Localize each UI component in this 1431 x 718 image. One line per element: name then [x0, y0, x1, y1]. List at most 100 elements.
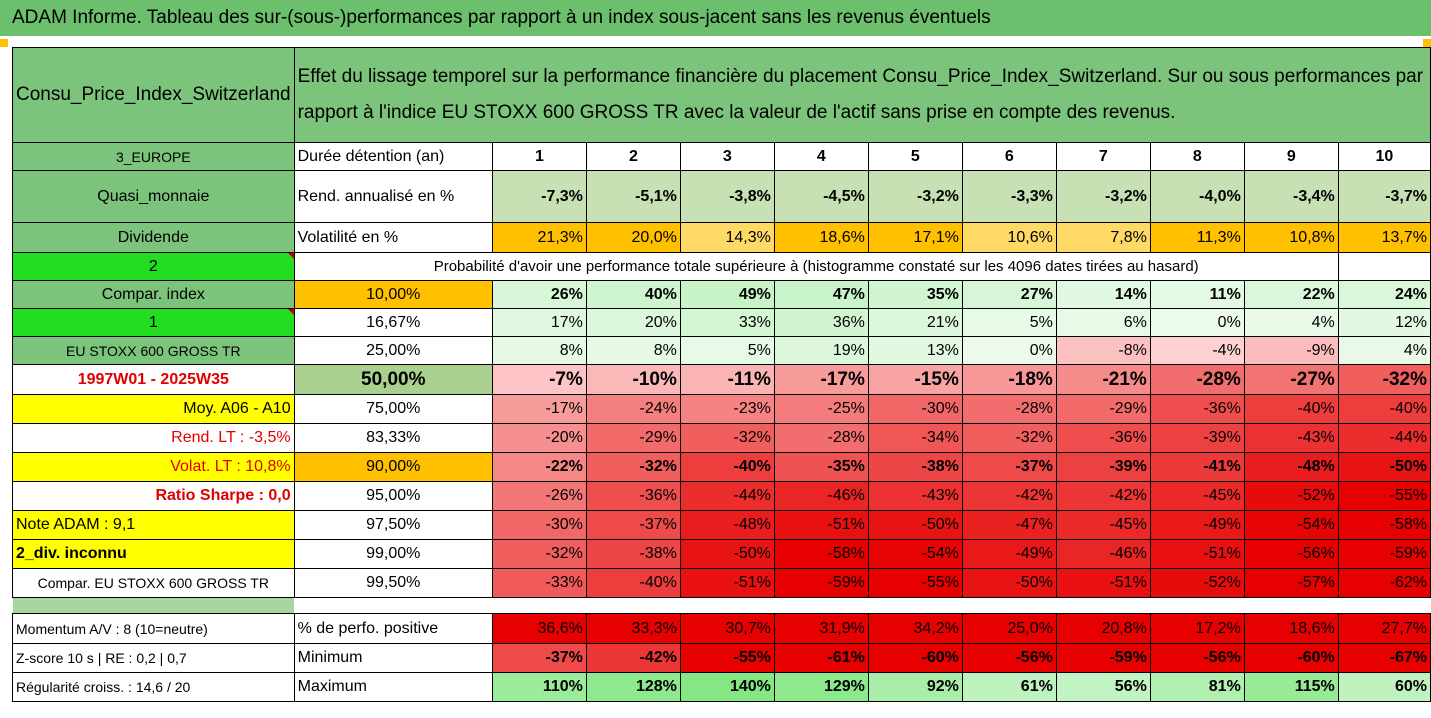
percentile-value-10-1[interactable]: -32% [491, 539, 587, 569]
percentile-value-11-4[interactable]: -59% [773, 568, 869, 598]
percentile-value-5-7[interactable]: -29% [1055, 394, 1151, 424]
positive-perf-value-5[interactable]: 34,2% [867, 613, 963, 644]
percentile-11[interactable]: 99,50% [293, 568, 493, 598]
minimum-value-9[interactable]: -60% [1243, 643, 1339, 673]
percentile-value-1-8[interactable]: 11% [1149, 280, 1245, 309]
percentile-value-7-9[interactable]: -48% [1243, 452, 1339, 482]
percentile-value-6-10[interactable]: -44% [1337, 423, 1431, 453]
return-value-3[interactable]: -3,8% [679, 170, 775, 223]
percentile-value-4-6[interactable]: -18% [961, 364, 1057, 395]
percentile-2[interactable]: 16,67% [293, 308, 493, 337]
dividend-cell[interactable]: Dividende [12, 222, 295, 253]
year-8[interactable]: 8 [1149, 142, 1245, 171]
percentile-value-4-7[interactable]: -21% [1055, 364, 1151, 395]
percentile-value-11-5[interactable]: -55% [867, 568, 963, 598]
percentile-value-5-4[interactable]: -25% [773, 394, 869, 424]
percentile-value-6-9[interactable]: -43% [1243, 423, 1339, 453]
minimum-value-7[interactable]: -59% [1055, 643, 1151, 673]
volatility-value-1[interactable]: 21,3% [491, 222, 587, 253]
volatility-value-6[interactable]: 10,6% [961, 222, 1057, 253]
percentile-value-6-3[interactable]: -32% [679, 423, 775, 453]
positive-perf-value-9[interactable]: 18,6% [1243, 613, 1339, 644]
positive-perf-label[interactable]: % de perfo. positive [293, 613, 493, 644]
percentile-value-3-6[interactable]: 0% [961, 336, 1057, 365]
percentile-value-5-9[interactable]: -40% [1243, 394, 1339, 424]
percentile-value-3-10[interactable]: 4% [1337, 336, 1431, 365]
volatility-value-10[interactable]: 13,7% [1337, 222, 1431, 253]
return-value-4[interactable]: -4,5% [773, 170, 869, 223]
percentile-value-8-8[interactable]: -45% [1149, 481, 1245, 511]
volatility-value-8[interactable]: 11,3% [1149, 222, 1245, 253]
percentile-value-11-3[interactable]: -51% [679, 568, 775, 598]
volatility-value-4[interactable]: 18,6% [773, 222, 869, 253]
volatility-value-3[interactable]: 14,3% [679, 222, 775, 253]
minimum-label[interactable]: Minimum [293, 643, 493, 673]
sharpe-cell[interactable]: Ratio Sharpe : 0,0 [12, 481, 295, 511]
percentile-value-11-10[interactable]: -62% [1337, 568, 1431, 598]
percentile-value-9-5[interactable]: -50% [867, 510, 963, 540]
maximum-value-5[interactable]: 92% [867, 672, 963, 702]
percentile-value-4-4[interactable]: -17% [773, 364, 869, 395]
volatility-value-2[interactable]: 20,0% [585, 222, 681, 253]
percentile-value-5-1[interactable]: -17% [491, 394, 587, 424]
percentile-value-3-3[interactable]: 5% [679, 336, 775, 365]
percentile-value-9-10[interactable]: -58% [1337, 510, 1431, 540]
percentile-8[interactable]: 95,00% [293, 481, 493, 511]
percentile-value-6-6[interactable]: -32% [961, 423, 1057, 453]
spacer-cell-2[interactable] [294, 598, 1430, 614]
return-value-8[interactable]: -4,0% [1149, 170, 1245, 223]
percentile-value-11-1[interactable]: -33% [491, 568, 587, 598]
percentile-value-8-5[interactable]: -43% [867, 481, 963, 511]
percentile-value-9-7[interactable]: -45% [1055, 510, 1151, 540]
spacer-cell[interactable] [12, 597, 295, 614]
percentile-value-1-7[interactable]: 14% [1055, 280, 1151, 309]
percentile-value-1-2[interactable]: 40% [585, 280, 681, 309]
minimum-value-4[interactable]: -61% [773, 643, 869, 673]
percentile-value-9-6[interactable]: -47% [961, 510, 1057, 540]
percentile-5[interactable]: 75,00% [293, 394, 493, 424]
percentile-value-4-2[interactable]: -10% [585, 364, 681, 395]
percentile-4[interactable]: 50,00% [293, 364, 493, 395]
percentile-value-9-8[interactable]: -49% [1149, 510, 1245, 540]
percentile-value-10-9[interactable]: -56% [1243, 539, 1339, 569]
percentile-value-2-6[interactable]: 5% [961, 308, 1057, 337]
percentile-value-2-3[interactable]: 33% [679, 308, 775, 337]
period-cell[interactable]: 1997W01 - 2025W35 [12, 364, 295, 395]
percentile-value-9-2[interactable]: -37% [585, 510, 681, 540]
percentile-value-7-7[interactable]: -39% [1055, 452, 1151, 482]
percentile-value-11-6[interactable]: -50% [961, 568, 1057, 598]
percentile-value-4-5[interactable]: -15% [867, 364, 963, 395]
percentile-value-7-1[interactable]: -22% [491, 452, 587, 482]
percentile-value-5-3[interactable]: -23% [679, 394, 775, 424]
percentile-value-1-6[interactable]: 27% [961, 280, 1057, 309]
percentile-value-10-10[interactable]: -59% [1337, 539, 1431, 569]
return-label[interactable]: Rend. annualisé en % [293, 170, 493, 223]
percentile-value-7-6[interactable]: -37% [961, 452, 1057, 482]
percentile-value-8-3[interactable]: -44% [679, 481, 775, 511]
percentile-value-9-1[interactable]: -30% [491, 510, 587, 540]
rend-lt-cell[interactable]: Rend. LT : -3,5% [12, 423, 295, 453]
percentile-value-6-2[interactable]: -29% [585, 423, 681, 453]
volat-lt-cell[interactable]: Volat. LT : 10,8% [12, 452, 295, 482]
percentile-3[interactable]: 25,00% [293, 336, 493, 365]
percentile-value-10-7[interactable]: -46% [1055, 539, 1151, 569]
percentile-value-9-9[interactable]: -54% [1243, 510, 1339, 540]
positive-perf-value-4[interactable]: 31,9% [773, 613, 869, 644]
positive-perf-value-7[interactable]: 20,8% [1055, 613, 1151, 644]
percentile-value-6-7[interactable]: -36% [1055, 423, 1151, 453]
volatility-value-5[interactable]: 17,1% [867, 222, 963, 253]
momentum-cell[interactable]: Momentum A/V : 8 (10=neutre) [12, 613, 295, 644]
percentile-value-2-7[interactable]: 6% [1055, 308, 1151, 337]
percentile-value-4-10[interactable]: -32% [1337, 364, 1431, 395]
percentile-value-6-8[interactable]: -39% [1149, 423, 1245, 453]
maximum-label[interactable]: Maximum [293, 672, 493, 702]
percentile-value-3-2[interactable]: 8% [585, 336, 681, 365]
percentile-value-2-9[interactable]: 4% [1243, 308, 1339, 337]
region-cell[interactable]: 3_EUROPE [12, 142, 295, 171]
percentile-value-3-5[interactable]: 13% [867, 336, 963, 365]
score-one-cell[interactable]: 1 [12, 308, 295, 337]
note-adam-cell[interactable]: Note ADAM : 9,1 [12, 510, 295, 540]
maximum-value-1[interactable]: 110% [491, 672, 587, 702]
percentile-value-10-3[interactable]: -50% [679, 539, 775, 569]
percentile-value-1-4[interactable]: 47% [773, 280, 869, 309]
